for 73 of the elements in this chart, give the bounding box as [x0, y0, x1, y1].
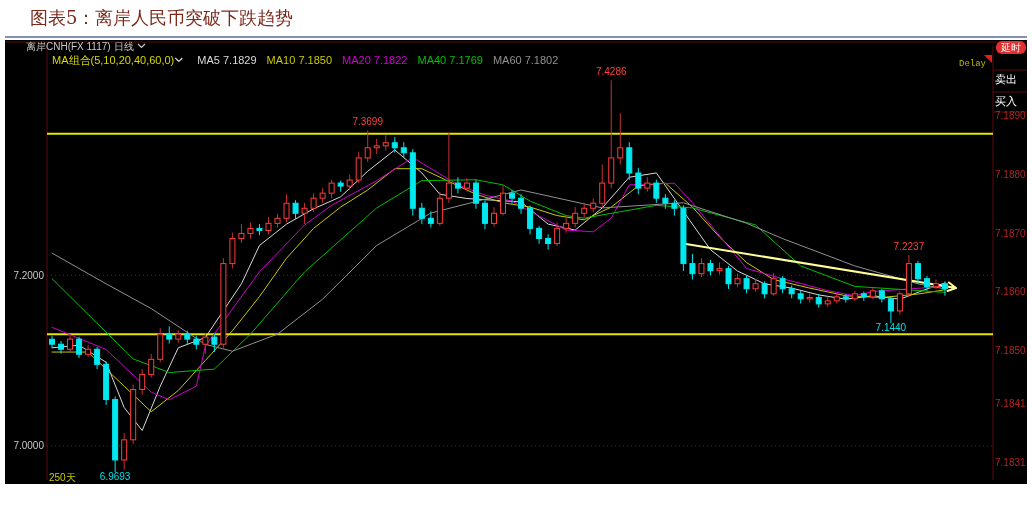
text: Delay: [958, 59, 987, 69]
text: MA20 7.1822: [342, 54, 408, 66]
text: MA40 7.1769: [417, 54, 483, 66]
candlestick: [76, 336, 83, 359]
candlestick: [310, 192, 317, 213]
candlestick: [896, 291, 903, 316]
candlestick: [689, 253, 696, 281]
candlestick: [283, 193, 290, 223]
annotation: 7.2237: [893, 241, 925, 253]
y2-tick-label: 7.1890: [995, 110, 1027, 122]
text: MA60 7.1802: [492, 54, 559, 66]
text: 延时: [1000, 42, 1021, 53]
y2-tick-label: 7.1870: [995, 227, 1027, 239]
annotation: 离岸CNH(FX 1117): [26, 41, 111, 52]
annotation: 7.1440: [875, 322, 907, 334]
annotation: 250天: [49, 472, 76, 483]
candlestick: [121, 432, 128, 471]
candlestick: [463, 177, 470, 193]
annotation: 日线: [114, 41, 134, 52]
candlestick: [355, 151, 362, 184]
legend-label: MA5 7.1829: [197, 54, 257, 66]
annotation: 7.4286: [595, 66, 627, 78]
candlestick: [554, 221, 561, 247]
candlestick: [49, 335, 55, 349]
annotation: 7.3699: [352, 116, 384, 128]
candlestick: [942, 280, 948, 297]
y-tick-label: 7.2000: [13, 269, 45, 281]
candlestick: [202, 332, 209, 355]
candlestick: [887, 296, 894, 324]
y-tick-label: 7.0000: [13, 440, 45, 452]
candlestick: [58, 340, 65, 355]
candlestick: [454, 176, 461, 194]
y2-tick-label: 7.1880: [995, 168, 1027, 180]
text: 买入: [995, 95, 1017, 107]
candlestick: [139, 368, 146, 396]
text: MA10 7.1850: [266, 54, 333, 66]
legend-title: MA组合(5,10,20,40,60,0): [52, 54, 175, 66]
candlestick: [725, 265, 732, 290]
candlestick: [292, 199, 299, 220]
candlestick: [301, 202, 308, 225]
candlestick: [545, 233, 552, 251]
candlestick: [518, 193, 525, 215]
candlestick: [599, 163, 606, 208]
candlestick: [572, 206, 579, 229]
y2-tick-label: 7.1841: [995, 398, 1027, 410]
y2-tick-label: 7.1850: [995, 345, 1027, 357]
candlestick: [932, 279, 939, 290]
candlestick: [653, 179, 660, 204]
candlestick: [481, 199, 488, 230]
line-series: [51, 179, 946, 374]
candlestick: [328, 179, 335, 200]
annotation: 6.9693: [99, 471, 131, 483]
candlestick: [445, 132, 452, 204]
candlestick: [364, 129, 371, 163]
candlestick: [490, 206, 497, 228]
candlestick: [914, 260, 921, 285]
chart-title: 图表5：离岸人民币突破下跌趋势: [30, 7, 294, 28]
candlestick: [500, 185, 507, 217]
y2-tick-label: 7.1831: [995, 456, 1027, 468]
candlestick: [770, 272, 777, 297]
candlestick: [509, 189, 516, 205]
candlestick: [94, 346, 101, 370]
candlestick: [238, 223, 245, 244]
candlestick: [698, 257, 705, 278]
candlestick: [617, 112, 624, 165]
y2-tick-label: 7.1860: [995, 286, 1027, 298]
candlestick: [85, 344, 92, 358]
candlestick: [148, 353, 155, 379]
candlestick: [418, 202, 425, 225]
candlestick: [472, 179, 479, 210]
candlestick: [527, 204, 534, 235]
text: 卖出: [995, 73, 1017, 85]
candlestick: [635, 167, 642, 195]
